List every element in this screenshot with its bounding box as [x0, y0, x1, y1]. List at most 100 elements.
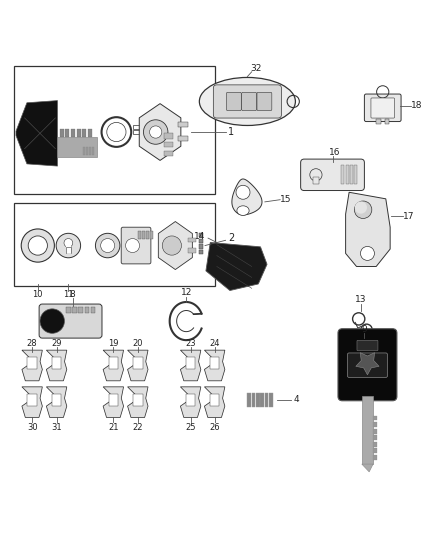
Bar — [188, 238, 196, 242]
Bar — [210, 394, 219, 406]
Text: 15: 15 — [280, 195, 292, 204]
Bar — [52, 357, 61, 369]
Polygon shape — [205, 387, 225, 417]
FancyBboxPatch shape — [338, 329, 397, 401]
Polygon shape — [356, 353, 379, 375]
Circle shape — [162, 236, 181, 255]
Text: 19: 19 — [108, 339, 119, 348]
Bar — [373, 416, 377, 421]
Polygon shape — [103, 350, 124, 381]
Circle shape — [354, 201, 372, 219]
FancyBboxPatch shape — [347, 353, 388, 377]
Text: 10: 10 — [32, 289, 43, 298]
Circle shape — [360, 246, 374, 261]
Bar — [373, 448, 377, 453]
FancyBboxPatch shape — [357, 340, 378, 351]
Bar — [86, 147, 88, 155]
Bar — [210, 357, 219, 369]
Bar — [150, 231, 153, 239]
Bar — [142, 231, 145, 239]
Text: 22: 22 — [133, 423, 143, 432]
Bar — [186, 357, 195, 369]
Bar — [65, 129, 69, 137]
FancyBboxPatch shape — [39, 304, 102, 338]
Circle shape — [236, 185, 250, 199]
Text: 8: 8 — [70, 290, 76, 300]
Text: 16: 16 — [329, 148, 340, 157]
Text: 25: 25 — [185, 423, 196, 432]
FancyBboxPatch shape — [226, 92, 241, 111]
Text: 18: 18 — [411, 101, 423, 110]
Bar — [199, 239, 203, 243]
Bar — [27, 394, 37, 406]
Bar — [261, 393, 264, 407]
Text: 9: 9 — [361, 325, 367, 334]
Bar — [66, 245, 71, 253]
Bar — [269, 393, 273, 407]
Bar — [177, 135, 188, 141]
FancyBboxPatch shape — [242, 92, 257, 111]
FancyBboxPatch shape — [300, 159, 364, 190]
Polygon shape — [46, 350, 67, 381]
Text: 24: 24 — [209, 339, 220, 348]
Text: 4: 4 — [293, 395, 299, 404]
Circle shape — [101, 239, 115, 253]
Text: 12: 12 — [180, 288, 192, 297]
Bar — [82, 129, 86, 137]
Bar — [133, 125, 141, 130]
Bar — [138, 231, 141, 239]
Bar — [362, 397, 373, 464]
Polygon shape — [362, 464, 373, 472]
Text: 31: 31 — [51, 423, 62, 432]
Bar — [164, 151, 173, 156]
Polygon shape — [22, 387, 42, 417]
Bar — [52, 394, 61, 406]
Polygon shape — [180, 387, 201, 417]
Bar — [199, 250, 203, 254]
Bar — [92, 147, 94, 155]
Bar — [354, 165, 357, 184]
Circle shape — [56, 233, 81, 258]
Bar — [373, 435, 377, 440]
Polygon shape — [16, 101, 57, 166]
Bar — [313, 177, 318, 184]
Circle shape — [28, 236, 47, 255]
Text: 20: 20 — [133, 339, 143, 348]
Bar — [373, 442, 377, 447]
Bar — [66, 307, 71, 313]
Bar — [188, 248, 196, 253]
Text: 11: 11 — [63, 289, 74, 298]
Bar — [88, 129, 92, 137]
Bar — [350, 165, 353, 184]
Polygon shape — [158, 222, 192, 270]
Bar — [186, 394, 195, 406]
Polygon shape — [22, 350, 42, 381]
Bar — [346, 165, 349, 184]
Ellipse shape — [199, 77, 295, 125]
Bar — [85, 307, 89, 313]
Bar — [71, 129, 75, 137]
Bar — [199, 233, 203, 237]
Bar — [14, 203, 215, 286]
FancyBboxPatch shape — [257, 92, 272, 111]
Polygon shape — [180, 350, 201, 381]
Bar — [133, 130, 141, 134]
Circle shape — [144, 120, 168, 144]
Bar — [385, 119, 389, 124]
Bar — [57, 137, 97, 157]
Bar — [247, 393, 251, 407]
Text: 13: 13 — [355, 295, 367, 304]
Polygon shape — [103, 387, 124, 417]
Bar — [373, 422, 377, 427]
Polygon shape — [127, 350, 148, 381]
Circle shape — [95, 233, 120, 258]
Polygon shape — [232, 179, 262, 215]
Bar — [77, 129, 81, 137]
FancyBboxPatch shape — [364, 94, 401, 122]
Circle shape — [40, 309, 64, 333]
Bar — [83, 147, 85, 155]
Bar — [133, 394, 142, 406]
Bar — [109, 394, 118, 406]
Text: 29: 29 — [51, 339, 62, 348]
Bar — [177, 122, 188, 127]
